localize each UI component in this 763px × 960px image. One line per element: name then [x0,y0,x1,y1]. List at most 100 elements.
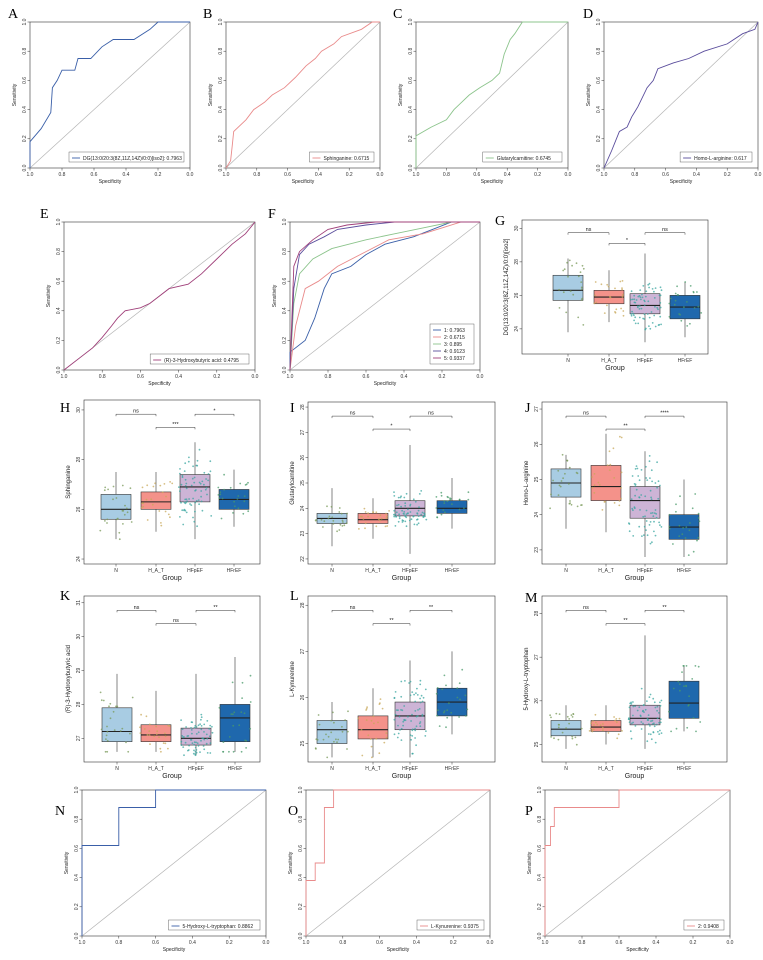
panel-I-data-point [416,523,418,526]
panel-J-data-point [550,493,552,496]
panel-G-data-point [639,289,642,291]
panel-M-data-point [647,719,650,721]
panel-H-data-point [193,481,196,484]
panel-I-data-point [405,492,408,495]
panel-P-y-tick-label: 0.8 [537,816,543,823]
panel-I-data-point [467,498,470,501]
panel-L-data-point [396,736,399,739]
panel-L-data-point [409,694,412,697]
panel-I-significance-bracket [331,415,374,419]
panel-O-x-tick-label: 1.0 [303,940,310,946]
panel-O-roc-curve-1 [305,789,490,936]
panel-H-data-point [237,507,240,510]
panel-N-y-axis-label: Sensitivity [64,851,70,874]
panel-J-data-point [656,461,658,464]
panel-H-data-point [118,531,121,534]
panel-I-data-point [331,516,334,519]
panel-D-y-tick-label: 0.6 [596,77,602,84]
panel-G-data-point [674,292,677,295]
panel-G-data-point [650,311,653,313]
panel-I-data-point [440,491,443,494]
panel-E-y-tick-label: 0.4 [56,307,62,314]
panel-J-data-point [561,453,564,456]
panel-J-data-point [638,479,641,482]
panel-G-significance-bracket [567,232,610,235]
panel-I-x-tick-label: N [330,568,334,574]
panel-I-data-point [393,515,396,518]
panel-K-data-point [102,699,105,702]
panel-J-data-point [654,509,657,511]
panel-J-data-point [697,517,700,519]
panel-K-data-point [240,711,243,713]
panel-I-data-point [442,509,445,511]
panel-G-data-point [622,314,625,317]
panel-C-y-tick-label: 0.2 [408,135,414,142]
panel-J-data-point [631,507,634,510]
panel-F-y-tick-label: 0.6 [282,278,288,285]
panel-G-data-point [621,280,624,282]
panel-H-data-point [125,507,128,510]
panel-F-x-axis-label: Specificity [374,381,397,387]
panel-L-data-point [315,738,318,741]
panel-G-data-point [638,308,641,310]
panel-L-data-point [445,684,447,687]
panel-H-data-point [188,456,190,459]
panel-H-data-point [161,491,164,494]
panel-K-data-point [181,735,184,737]
panel-I-data-point [367,515,369,518]
panel-J-box-H_A_T [590,465,622,501]
panel-M-data-point [590,722,592,725]
panel-F-roc-curve-2 [289,221,480,371]
panel-L-data-point [414,710,417,712]
panel-K-data-point [121,727,124,730]
panel-L-data-point [393,718,396,721]
panel-K-data-point [230,713,233,715]
panel-L-data-point [415,692,417,694]
panel-H-data-point [243,495,246,497]
panel-I-data-point [422,516,425,518]
panel-K-data-point [206,720,209,722]
panel-E-legend-entry-1: (R)-3-Hydroxybutyric acid: 0.4795 [164,358,239,364]
panel-H-data-point [182,523,185,526]
panel-K-data-point [193,749,195,752]
panel-K-data-point [129,732,131,735]
panel-P-x-axis-label: Specificity [626,947,649,953]
panel-J-data-point [558,484,561,487]
panel-I-data-point [386,525,389,527]
panel-L-data-point [424,735,427,737]
panel-J-data-point [646,479,649,481]
panel-L-data-point [466,708,469,711]
panel-M-data-point [557,723,560,726]
panel-B-plot-frame [225,21,381,169]
panel-G-data-point [622,293,624,296]
panel-H-data-point [169,481,172,483]
panel-A-y-axis-label: Sensitivity [12,83,18,106]
panel-H-data-point [121,509,124,512]
panel-L-data-point [336,741,338,744]
panel-K-data-point [200,739,202,742]
panel-H-box-HFpEF [179,474,211,503]
panel-H-data-point [210,515,213,517]
panel-B-x-tick-label: 0.4 [315,172,322,178]
panel-G-data-point [643,313,646,316]
panel-I-data-point [395,515,397,517]
panel-L-significance-bracket [331,610,374,613]
panel-B-y-tick-label: 0.2 [218,135,224,142]
panel-G-data-point [644,295,647,298]
panel-H-data-point [112,498,114,501]
panel-M-data-point [593,724,595,726]
panel-G-data-point [696,291,698,293]
panel-G-data-point [642,285,645,287]
panel-I-data-point [404,515,407,518]
panel-J-significance-bracket [565,415,607,419]
panel-K-data-point [208,727,211,730]
panel-J-data-point [649,489,652,492]
panel-M-y-tick-label: 27 [534,654,540,660]
panel-I-data-point [343,524,346,527]
panel-L-data-point [379,698,382,700]
panel-J-data-point [638,496,641,498]
panel-G-data-point [653,314,656,317]
panel-M-data-point [694,665,697,667]
panel-C-y-tick-label: 1.0 [408,18,414,25]
panel-I-data-point [435,496,438,498]
